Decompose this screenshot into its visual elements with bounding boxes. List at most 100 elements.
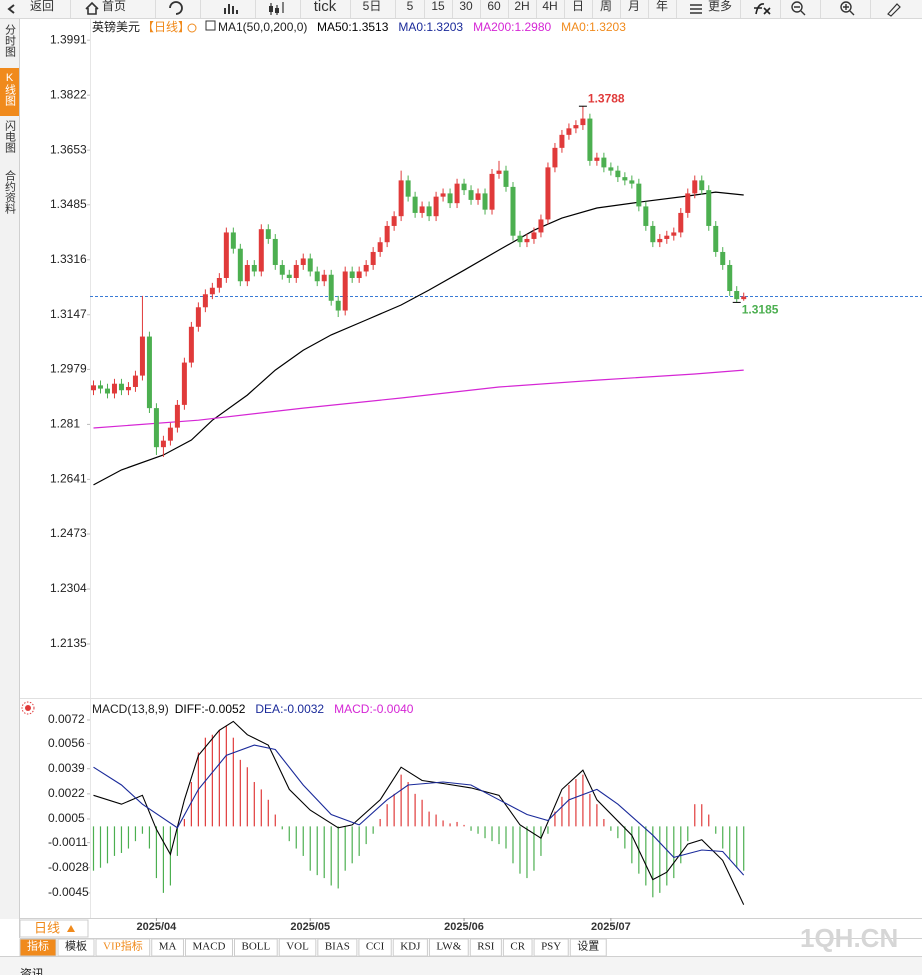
formula-icon[interactable]: [754, 3, 771, 15]
tab[interactable]: [233, 938, 278, 957]
indicator-icon[interactable]: [205, 20, 216, 31]
tab-label[interactable]: 设置: [577, 940, 599, 953]
tab[interactable]: [569, 938, 607, 957]
toolbar-button[interactable]: 周: [600, 0, 612, 13]
sidebar-item[interactable]: 分时图: [4, 24, 17, 58]
chart-icon[interactable]: [224, 4, 238, 14]
candle-body: [146, 336, 152, 409]
tab-label[interactable]: CR: [510, 941, 525, 953]
candle-body: [531, 232, 537, 239]
macd-icon[interactable]: [25, 705, 31, 711]
legend-entry: MA200:1.2980: [473, 20, 551, 34]
footer-tab[interactable]: 资讯: [20, 967, 44, 975]
tab-label[interactable]: BIAS: [325, 941, 350, 953]
tab[interactable]: [392, 938, 428, 957]
period-selector[interactable]: [19, 919, 89, 938]
tab[interactable]: [317, 938, 358, 957]
candle-body: [524, 238, 530, 243]
sidebar-item[interactable]: K线图: [4, 72, 17, 107]
home-icon[interactable]: [85, 1, 99, 15]
tab[interactable]: [502, 938, 533, 957]
y-tick-label: 1.2641: [50, 472, 87, 486]
candle-body: [139, 336, 145, 376]
macd-icon[interactable]: [21, 701, 35, 715]
tab-label[interactable]: 指标: [27, 939, 49, 953]
toolbar-button[interactable]: tick: [314, 0, 337, 15]
toolbar-button[interactable]: 15: [431, 0, 445, 13]
y-tick-label: 0.0039: [48, 761, 85, 775]
zoom-out-icon[interactable]: [791, 1, 803, 13]
tab-label[interactable]: MA: [159, 941, 177, 953]
tab[interactable]: [428, 938, 469, 957]
candle-body: [671, 232, 677, 236]
candle-body: [251, 264, 257, 272]
toolbar-button[interactable]: 4H: [542, 0, 557, 13]
sidebar-item[interactable]: 合约资料: [4, 169, 17, 215]
tab[interactable]: [95, 938, 151, 957]
draw-icon[interactable]: [887, 3, 901, 17]
tab-label[interactable]: VIP指标: [103, 939, 143, 953]
x-tick-label: 2025/04: [137, 921, 178, 933]
candle-body: [433, 196, 439, 217]
tab-label[interactable]: 模板: [65, 939, 87, 953]
tab[interactable]: [57, 938, 95, 957]
zoom-out-icon[interactable]: [794, 6, 806, 16]
tab[interactable]: [469, 938, 502, 957]
period-arrow[interactable]: [67, 925, 75, 932]
candle-body: [321, 274, 327, 282]
candle-body: [237, 248, 243, 282]
tab[interactable]: [184, 938, 233, 957]
ma-line: [93, 191, 744, 486]
toolbar-button[interactable]: 60: [487, 0, 501, 13]
toolbar-button[interactable]: 首页: [102, 0, 126, 13]
toolbar-button[interactable]: 日: [572, 0, 584, 13]
toolbar-button[interactable]: 更多: [708, 0, 732, 13]
tab[interactable]: [19, 938, 57, 957]
tab-label[interactable]: PSY: [541, 941, 561, 953]
ma-line: [93, 369, 744, 429]
tab-label[interactable]: LW&: [436, 941, 461, 953]
candle-body: [342, 271, 348, 311]
toolbar-button[interactable]: 返回: [30, 0, 54, 13]
tab-label[interactable]: RSI: [477, 941, 494, 953]
candle-body: [349, 271, 355, 278]
tab[interactable]: [278, 938, 317, 957]
zoom-in-icon[interactable]: [843, 4, 855, 16]
toolbar-button[interactable]: 年: [656, 0, 668, 13]
candle-body: [517, 235, 523, 243]
add-icon[interactable]: [187, 23, 197, 33]
candle-body: [734, 291, 740, 300]
tab-label[interactable]: VOL: [286, 941, 309, 953]
candle-body: [587, 118, 593, 161]
refresh-icon[interactable]: [169, 1, 183, 15]
toolbar-button[interactable]: 5: [407, 0, 414, 13]
candle-body: [629, 180, 635, 184]
zoom-in-icon[interactable]: [840, 1, 852, 13]
toolbar-button[interactable]: 30: [459, 0, 473, 13]
toolbar-button[interactable]: 2H: [514, 0, 529, 13]
tab[interactable]: [358, 938, 392, 957]
candle-body: [307, 258, 313, 272]
y-tick-label: 1.2304: [50, 581, 87, 595]
legend-entry: MA0:1.3203: [561, 20, 626, 34]
tab-label[interactable]: BOLL: [241, 941, 270, 953]
toolbar-button[interactable]: 5日: [363, 0, 382, 13]
tab-label[interactable]: CCI: [366, 941, 385, 953]
candle-body: [566, 128, 572, 135]
tab-label[interactable]: MACD: [192, 941, 225, 953]
y-tick-label: 1.2473: [50, 526, 87, 540]
period-selector-label[interactable]: 日线: [34, 920, 60, 935]
candle-icon[interactable]: [269, 6, 273, 12]
tab[interactable]: [533, 938, 569, 957]
candle-body: [125, 386, 131, 391]
sidebar-item[interactable]: 闪电图: [4, 119, 17, 154]
back-icon[interactable]: [7, 4, 15, 14]
candle-body: [209, 287, 215, 295]
tab-label[interactable]: KDJ: [400, 941, 421, 953]
tab[interactable]: [151, 938, 184, 957]
toolbar-button[interactable]: 月: [628, 0, 640, 13]
candle-body: [272, 238, 278, 265]
candle-icon[interactable]: [275, 8, 279, 13]
menu-icon[interactable]: [690, 4, 702, 14]
